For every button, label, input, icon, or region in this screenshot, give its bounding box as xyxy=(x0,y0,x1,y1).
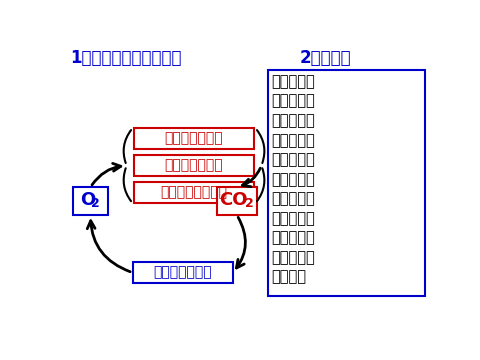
Bar xyxy=(73,187,108,215)
Text: 化石燃料的燃烧: 化石燃料的燃烧 xyxy=(165,159,223,173)
Bar xyxy=(217,187,257,215)
Text: 2: 2 xyxy=(245,197,254,210)
Bar xyxy=(134,155,254,176)
Text: 1、自然界中氧循环途径: 1、自然界中氧循环途径 xyxy=(71,49,182,67)
Bar xyxy=(133,262,233,283)
Text: 大自然中氧
气的含量会
由于生物的
呼吸作用和
物质的燃烧
等减少，但
又会随植物
的光合作用
而增加，周
而复始地进
行循环。: 大自然中氧 气的含量会 由于生物的 呼吸作用和 物质的燃烧 等减少，但 又会随植… xyxy=(271,74,315,285)
Bar xyxy=(134,182,254,203)
Text: 2、氧循环: 2、氧循环 xyxy=(300,49,351,67)
Text: O: O xyxy=(81,191,96,209)
Text: CO: CO xyxy=(219,191,247,209)
Bar xyxy=(267,70,425,296)
Text: 植物的光合作用: 植物的光合作用 xyxy=(154,266,212,280)
Text: 2: 2 xyxy=(92,197,100,210)
Text: 生物的呼吸作用: 生物的呼吸作用 xyxy=(165,132,223,146)
Text: 微生物的氧化分解: 微生物的氧化分解 xyxy=(160,186,228,199)
Bar xyxy=(134,128,254,149)
